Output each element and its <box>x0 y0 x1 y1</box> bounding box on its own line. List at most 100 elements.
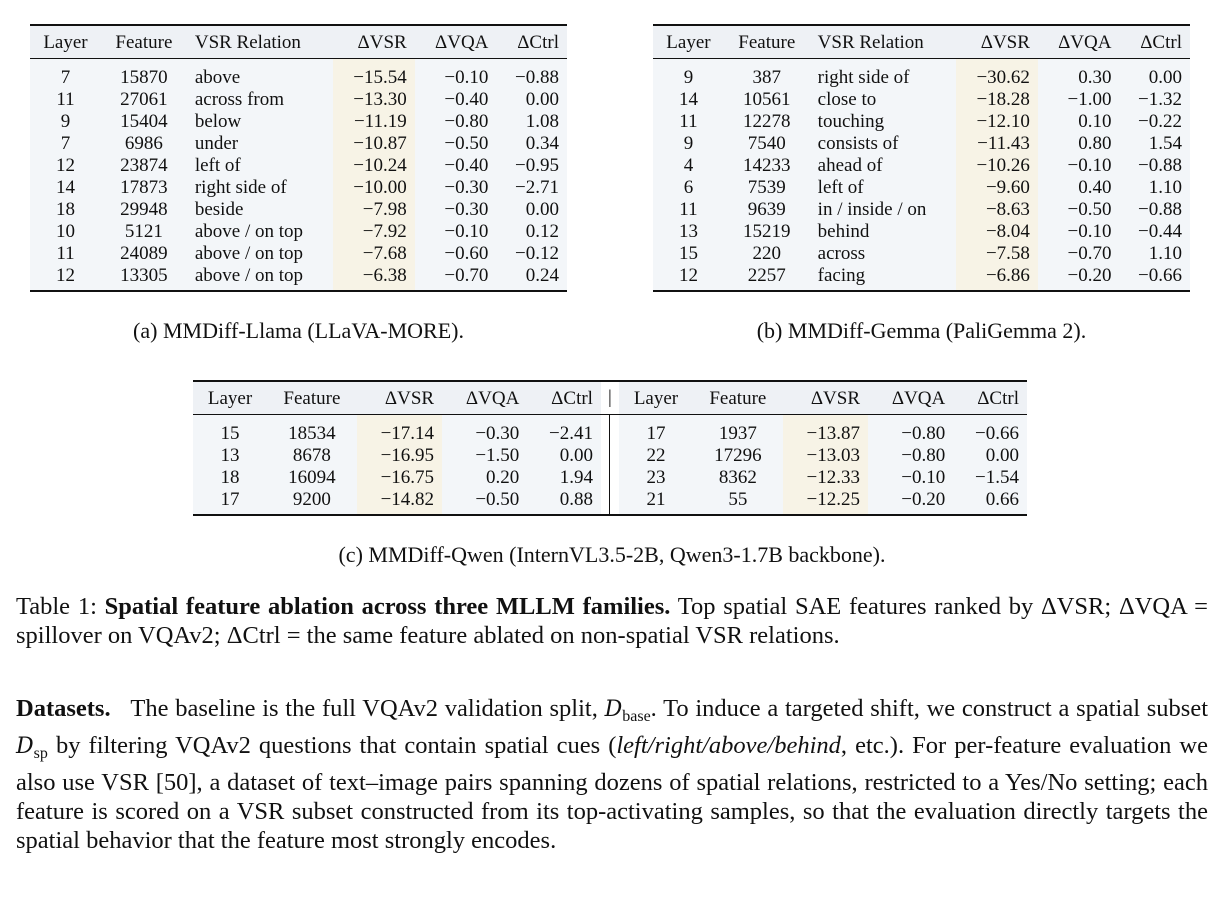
table-cell: −10.00 <box>332 177 415 199</box>
table-cell: 15870 <box>100 58 187 89</box>
table-cell: right side of <box>186 177 333 199</box>
table-cell: −0.12 <box>496 243 567 265</box>
column-divider <box>600 414 619 445</box>
table-cell: 13 <box>193 445 268 467</box>
table-row: 12 2257 facing −6.86 −0.20 −0.66 <box>653 265 1190 291</box>
table-cell: 0.66 <box>953 489 1027 515</box>
table-row: 18 16094 −16.75 0.20 1.94 23 8362 −12.33 −0.10 −1… <box>193 467 1027 489</box>
header-delta-vsr: ΔVSR <box>356 381 443 415</box>
datasets-paragraph: Datasets. The baseline is the full VQAv2… <box>16 694 1208 855</box>
table-cell: −0.88 <box>1119 199 1190 221</box>
datasets-heading: Datasets. <box>16 695 111 722</box>
divider-line <box>608 415 610 445</box>
table-cell: 29948 <box>100 199 187 221</box>
table-cell: across <box>809 243 957 265</box>
table-cell: 6 <box>653 177 724 199</box>
table-cell: 11 <box>30 243 101 265</box>
table-cell: 10 <box>30 221 101 243</box>
table-row: 11 24089 above / on top −7.68 −0.60 −0.12 <box>30 243 567 265</box>
table-cell: 0.10 <box>1037 111 1120 133</box>
table-cell: −0.40 <box>414 155 497 177</box>
table-cell: −0.88 <box>1119 155 1190 177</box>
table-cell: 9 <box>653 58 724 89</box>
datasets-italic: left/right/above/behind <box>616 732 841 759</box>
header-delta-vsr: ΔVSR <box>956 25 1038 59</box>
table-b: Layer Feature VSR Relation ΔVSR ΔVQA ΔCt… <box>653 24 1190 292</box>
table-row: 11 27061 across from −13.30 −0.40 0.00 <box>30 89 567 111</box>
table-cell: ahead of <box>809 155 957 177</box>
table-cell: 7 <box>30 58 101 89</box>
header-delta-ctrl: ΔCtrl <box>496 25 567 59</box>
table-cell: 14 <box>653 89 724 111</box>
table-cell: 8362 <box>693 467 783 489</box>
table-title: Spatial feature ablation across three ML… <box>104 593 671 620</box>
table-cell: in / inside / on <box>809 199 957 221</box>
caption-a: (a) MMDiff-Llama (LLaVA-MORE). <box>133 318 464 343</box>
table-cell: 1.94 <box>527 467 601 489</box>
table-cell: 4 <box>653 155 724 177</box>
table-row: 6 7539 left of −9.60 0.40 1.10 <box>653 177 1190 199</box>
table-cell: −0.20 <box>1037 265 1120 291</box>
table-cell: 0.00 <box>496 89 567 111</box>
table-cell: −7.92 <box>332 221 415 243</box>
table-cell: above <box>186 58 333 89</box>
table-cell: −1.50 <box>442 445 528 467</box>
table-cell: −0.66 <box>1119 265 1190 291</box>
table-cell: −10.26 <box>956 155 1038 177</box>
table-cell: 10561 <box>723 89 810 111</box>
table-cell: 0.40 <box>1037 177 1120 199</box>
d-sp-symbol: D <box>16 734 34 759</box>
table-cell: 24089 <box>100 243 187 265</box>
table-cell: behind <box>809 221 957 243</box>
table-cell: −7.68 <box>332 243 415 265</box>
table-cell: 9639 <box>723 199 810 221</box>
table-cell: 0.12 <box>496 221 567 243</box>
table-caption: Table 1: Spatial feature ablation across… <box>16 592 1208 650</box>
table-cell: above / on top <box>186 243 333 265</box>
table-cell: 12 <box>30 155 101 177</box>
header-layer: Layer <box>30 25 101 59</box>
table-row: 15 220 across −7.58 −0.70 1.10 <box>653 243 1190 265</box>
table-cell: −6.86 <box>956 265 1038 291</box>
table-cell: −12.10 <box>956 111 1038 133</box>
table-cell: 2257 <box>723 265 810 291</box>
table-cell: −0.30 <box>414 199 497 221</box>
table-cell: 14233 <box>723 155 810 177</box>
table-cell: −8.63 <box>956 199 1038 221</box>
header-layer: Layer <box>193 381 268 415</box>
table-cell: −0.70 <box>1037 243 1120 265</box>
divider-line <box>608 445 610 467</box>
table-cell: −15.54 <box>332 58 415 89</box>
table-label: Table 1: <box>16 593 97 620</box>
table-cell: left of <box>809 177 957 199</box>
table-cell: −16.95 <box>356 445 443 467</box>
table-row: 9 387 right side of −30.62 0.30 0.00 <box>653 58 1190 89</box>
table-row: 11 9639 in / inside / on −8.63 −0.50 −0.88 <box>653 199 1190 221</box>
table-cell: 18 <box>30 199 101 221</box>
table-cell: 7539 <box>723 177 810 199</box>
datasets-text-4: , etc.). For per-feature evaluation we a… <box>16 732 1208 854</box>
table-cell: −10.24 <box>332 155 415 177</box>
table-cell: 16094 <box>267 467 357 489</box>
table-cell: −1.54 <box>953 467 1027 489</box>
table-cell: 11 <box>30 89 101 111</box>
table-cell: −0.50 <box>442 489 528 515</box>
table-row: 13 8678 −16.95 −1.50 0.00 22 17296 −13.03 −0.80 0… <box>193 445 1027 467</box>
table-cell: beside <box>186 199 333 221</box>
table-cell: 9200 <box>267 489 357 515</box>
header-delta-vqa: ΔVQA <box>1037 25 1120 59</box>
table-cell: 1.10 <box>1119 177 1190 199</box>
table-cell: 15404 <box>100 111 187 133</box>
table-row: 7 6986 under −10.87 −0.50 0.34 <box>30 133 567 155</box>
table-cell: −0.70 <box>414 265 497 291</box>
table-cell: −0.66 <box>953 414 1027 445</box>
table-cell: −0.88 <box>496 58 567 89</box>
table-cell: 0.24 <box>496 265 567 291</box>
table-cell: −0.10 <box>868 467 954 489</box>
table-cell: 21 <box>618 489 694 515</box>
table-cell: −1.32 <box>1119 89 1190 111</box>
table-cell: −0.40 <box>414 89 497 111</box>
table-cell: −0.22 <box>1119 111 1190 133</box>
table-cell: −12.33 <box>782 467 869 489</box>
header-delta-ctrl: ΔCtrl <box>527 381 601 415</box>
